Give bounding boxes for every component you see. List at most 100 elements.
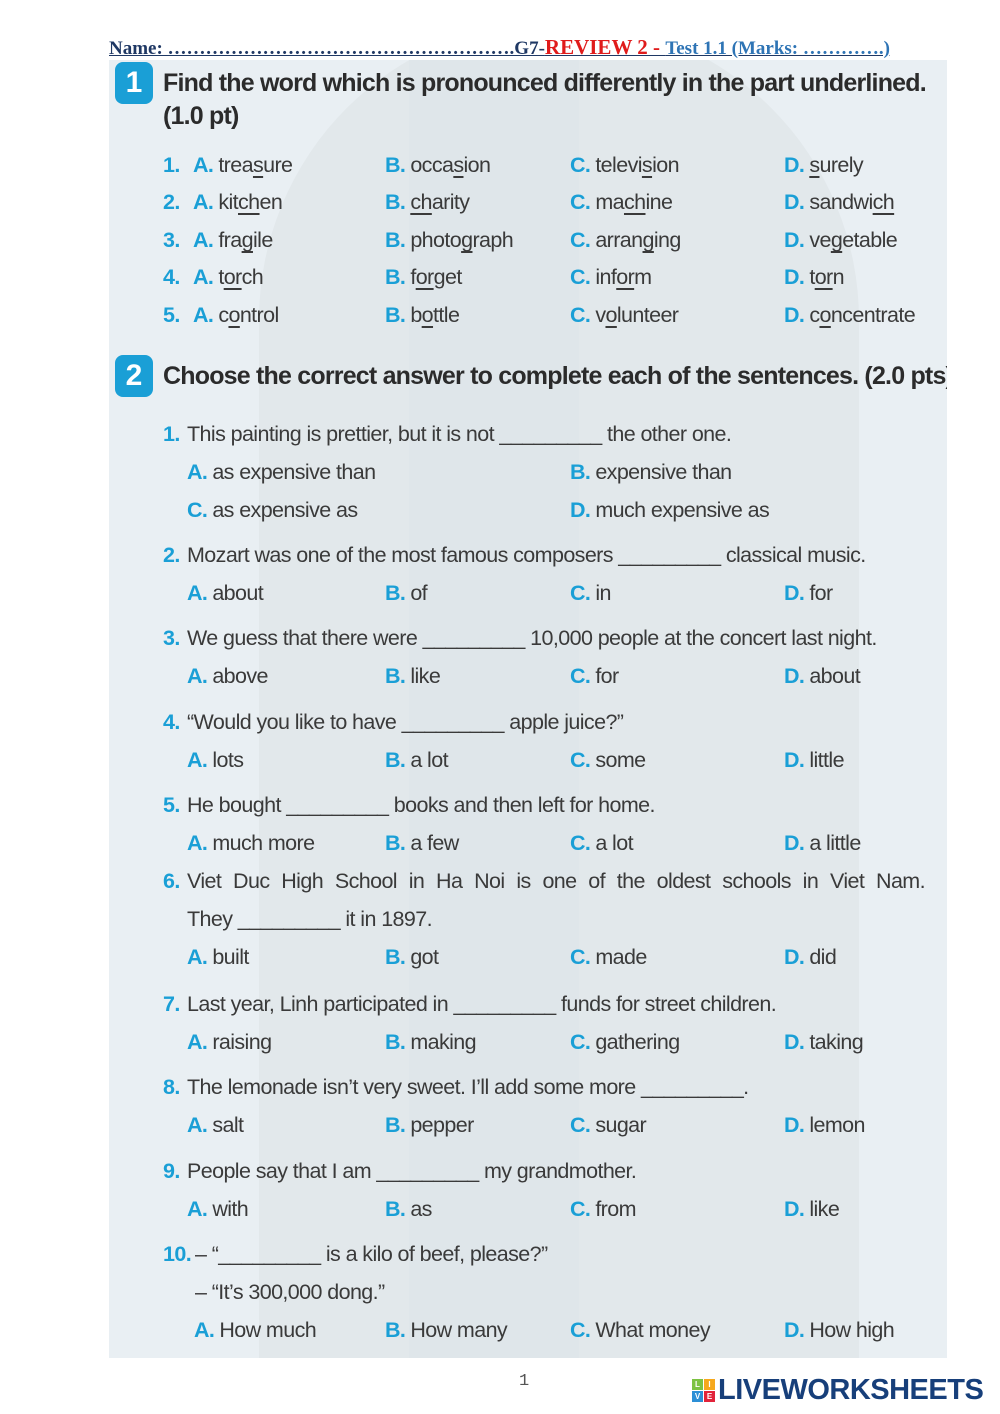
option-letter: A. [187,581,208,605]
answer-option[interactable]: B. pepper [385,1112,474,1138]
option-letter: A. [193,153,214,177]
question-text: – “It’s 300,000 dong.” [195,1280,385,1304]
option-text: did [809,945,837,969]
option-letter: A. [187,460,208,484]
option-letter: C. [570,265,591,289]
answer-option[interactable]: A. How much [194,1317,317,1343]
option-letter: B. [385,945,406,969]
answer-option[interactable]: C. as expensive as [187,497,358,523]
word-part: occa [410,153,454,177]
option-letter: A. [193,228,214,252]
answer-option[interactable]: B. a lot [385,747,449,773]
answer-option[interactable]: B. like [385,663,441,689]
answer-option[interactable]: C. gathering [570,1029,680,1055]
answer-option[interactable]: B. How many [385,1317,508,1343]
answer-option[interactable]: D. How high [784,1317,895,1343]
question-text: Mozart was one of the most famous compos… [187,543,866,567]
option-text: built [212,945,249,969]
answer-option[interactable]: C. in [570,580,611,606]
option-text: above [212,664,268,688]
answer-option[interactable]: C. for [570,663,619,689]
answer-option[interactable]: A. salt [187,1112,244,1138]
answer-option[interactable]: B. making [385,1029,477,1055]
option-text: from [595,1197,636,1221]
answer-option[interactable]: A. as expensive than [187,459,376,485]
option-letter: C. [570,581,591,605]
answer-option[interactable]: C. What money [570,1317,711,1343]
option-letter: A. [193,303,214,327]
option-letter: D. [784,581,805,605]
answer-option[interactable]: D. little [784,747,845,773]
answer-option[interactable]: A. much more [187,830,315,856]
underlined-part: o [819,303,831,327]
answer-option: D. torn [784,264,845,290]
answer-option[interactable]: D. much expensive as [570,497,770,523]
underlined-part: s [252,153,264,177]
option-letter: C. [570,1318,591,1342]
answer-option[interactable]: A. built [187,944,249,970]
answer-option[interactable]: B. a few [385,830,459,856]
option-text: lemon [809,1113,865,1137]
word-part: ing [653,228,682,252]
option-letter: A. [187,1030,208,1054]
option-letter: A. [187,831,208,855]
answer-option[interactable]: C. sugar [570,1112,647,1138]
word-part: b [410,303,422,327]
option-letter: C. [570,153,591,177]
worksheet-image: 1 Find the word which is pronounced diffe… [109,60,947,1358]
option-text: taking [809,1030,864,1054]
underlined-part: o [228,303,240,327]
question-text: He bought _________ books and then left … [187,793,655,817]
answer-option[interactable]: A. above [187,663,269,689]
option-letter: C. [570,748,591,772]
option-text: lots [212,748,244,772]
question-text: – “_________ is a kilo of beef, please?” [195,1242,548,1266]
answer-option[interactable]: A. raising [187,1029,272,1055]
word-part: m [634,265,652,289]
option-text: a lot [595,831,633,855]
answer-option[interactable]: D. for [784,580,833,606]
answer-option[interactable]: D. about [784,663,861,689]
underlined-part: ch [238,190,260,214]
answer-option: A. torch [193,264,264,290]
answer-option[interactable]: A. with [187,1196,249,1222]
answer-option[interactable]: B. got [385,944,439,970]
word-part: ure [263,153,293,177]
answer-option[interactable]: D. a little [784,830,861,856]
answer-option: A. treasure [193,152,293,178]
answer-option: D. vegetable [784,227,898,253]
option-letter: D. [784,831,805,855]
answer-option[interactable]: D. taking [784,1029,864,1055]
word-part: sandwi [809,190,873,214]
answer-option: B. charity [385,189,470,215]
question-number: 4. [163,265,180,289]
word-part: en [259,190,283,214]
option-letter: D. [784,748,805,772]
answer-option[interactable]: C. a lot [570,830,634,856]
underlined-part: o [421,303,434,327]
option-letter: C. [570,228,591,252]
answer-option[interactable]: D. did [784,944,837,970]
option-text: about [809,664,861,688]
option-letter: C. [570,945,591,969]
answer-option[interactable]: B. of [385,580,428,606]
answer-option[interactable]: C. some [570,747,646,773]
answer-option[interactable]: A. about [187,580,264,606]
option-letter: A. [187,945,208,969]
answer-option[interactable]: B. expensive than [570,459,732,485]
answer-option[interactable]: A. lots [187,747,244,773]
option-letter: C. [187,498,208,522]
answer-option[interactable]: D. lemon [784,1112,865,1138]
word-part: n [832,265,845,289]
option-text: gathering [595,1030,680,1054]
answer-option[interactable]: B. as [385,1196,432,1222]
worksheet-header: Name: ……………………………………………….G7-REVIEW 2 - T… [109,35,890,60]
answer-option: A. control [193,302,279,328]
question-number: 1. [163,153,180,177]
option-letter: B. [385,190,406,214]
answer-option[interactable]: C. from [570,1196,637,1222]
word-part: arran [595,228,643,252]
answer-option[interactable]: D. like [784,1196,840,1222]
answer-option: A. kitchen [193,189,283,215]
answer-option[interactable]: C. made [570,944,647,970]
